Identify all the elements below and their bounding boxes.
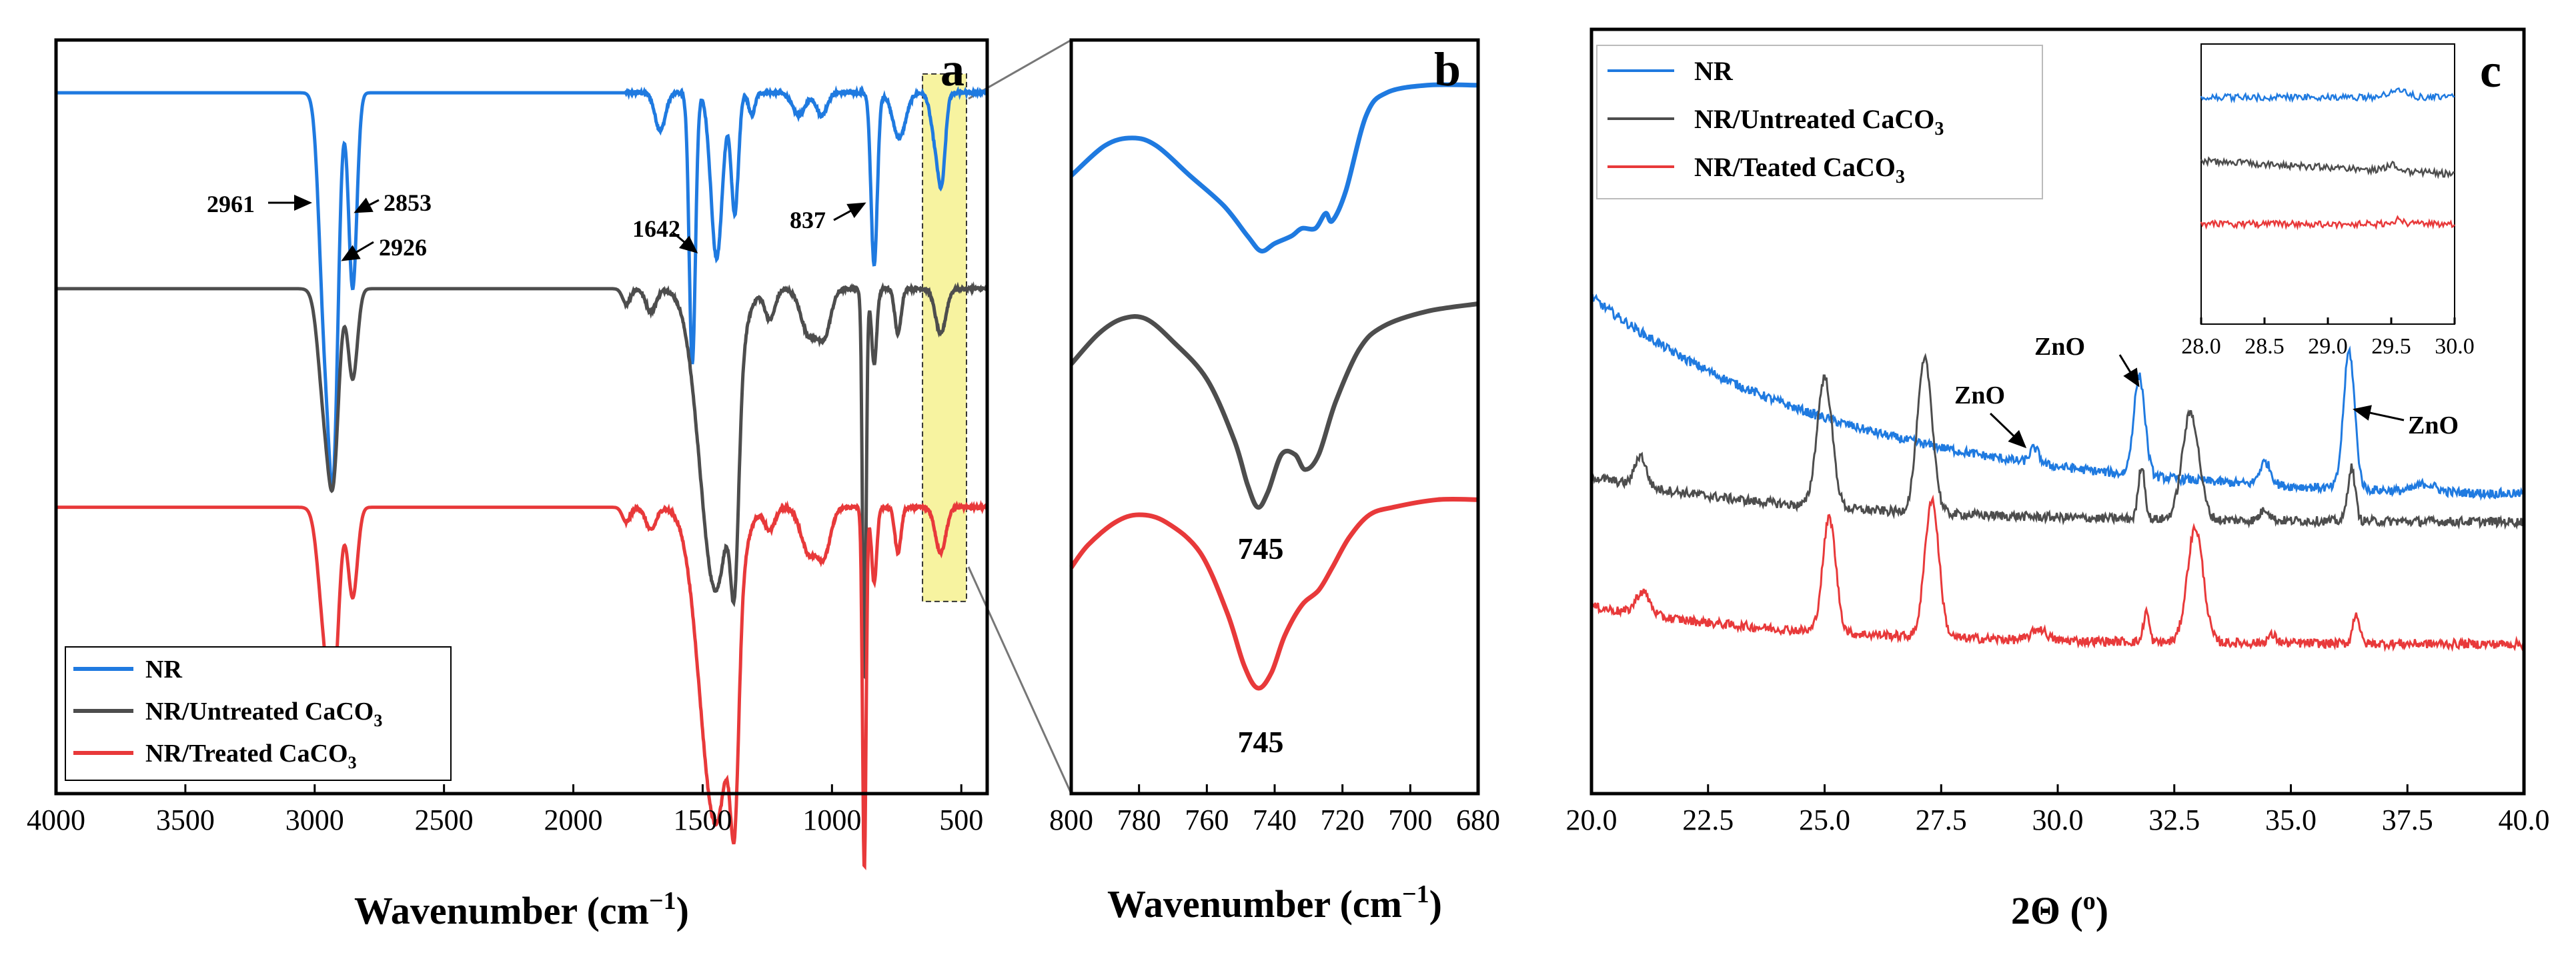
panel-c-x-tick-label-22.5: 22.5: [1682, 804, 1734, 836]
legend-c-label-untreated: NR/Untreated CaCO3: [1694, 104, 1944, 139]
panel-b-x-tick-label-740: 740: [1253, 804, 1297, 836]
panel-a-frame: [54, 38, 989, 796]
panel-c-x-tick-label-27.5: 27.5: [1916, 804, 1967, 836]
panel-c-inset-x-tick-label-29.0: 29.0: [2308, 334, 2348, 359]
panel-a-x-tick-label-1500: 1500: [673, 804, 732, 836]
annotation-arrow-zno-3: [2353, 405, 2405, 421]
panel-a-x-tick-label-3000: 3000: [285, 804, 344, 836]
annotation-arrow-837: [833, 202, 866, 221]
panel-a-x-tick-label-500: 500: [939, 804, 983, 836]
panel-a-x-tick-label-3500: 3500: [156, 804, 215, 836]
annotation-arrow-2853: [354, 197, 380, 213]
panel-c-x-tick-label-35.0: 35.0: [2265, 804, 2317, 836]
panel-b-line-untreated: [1069, 301, 1479, 510]
panel-a-line-nr: [56, 85, 989, 492]
panel-b-x-tick-label-700: 700: [1388, 804, 1432, 836]
panel-a-x-tick-label-4000: 4000: [27, 804, 85, 836]
annotation-2926: 2926: [379, 234, 427, 261]
panel-b-x-tick-label-720: 720: [1321, 804, 1365, 836]
annotation-zno-3: ZnO: [2408, 411, 2459, 439]
panel-c-x-tick-label-40.0: 40.0: [2499, 804, 2550, 836]
annotation-arrow-zno-1: [1989, 412, 2027, 449]
annotation-arrow-zno-2: [2118, 354, 2140, 387]
panel-c-line-nr: [1590, 293, 2525, 502]
panel-a-line-treated: [56, 500, 989, 870]
panel-b-x-axis: 800 780 760 740 720 700 680: [1049, 784, 1500, 836]
legend-label-nr: NR: [145, 656, 182, 684]
panel-c-series: [1590, 293, 2525, 652]
panel-b-frame: [1069, 38, 1480, 796]
panel-b-x-axis-title: Wavenumber (cm−1): [1107, 880, 1442, 926]
panel-a-legend-box: [65, 646, 452, 781]
panel-c-line-untreated: [1590, 353, 2525, 530]
panel-c-x-tick-label-20.0: 20.0: [1566, 804, 1618, 836]
annotation-zno-1: ZnO: [1954, 381, 2005, 409]
panel-c-x-tick-label-30.0: 30.0: [2032, 804, 2084, 836]
annotation-745-untreated: 745: [1238, 532, 1284, 566]
panel-a-legend: NR NR/Untreated CaCO3 NR/Treated CaCO3: [65, 646, 452, 781]
panel-a-x-tick-label-1000: 1000: [802, 804, 861, 836]
panel-c-x-tick-label-37.5: 37.5: [2382, 804, 2433, 836]
legend-label-untreated: NR/Untreated CaCO3: [145, 698, 382, 730]
panel-c-inset-line-treated: [2200, 215, 2455, 231]
annotation-2853: 2853: [384, 189, 432, 216]
panel-c: c ZnO ZnO ZnO NR NR/Untreated CaCO3 NR/T…: [1566, 27, 2550, 932]
panel-b: b 745 745 800 780 760 740 720 700 680 Wavenumb…: [1049, 38, 1500, 926]
legend-c-label-treated: NR/Teated CaCO3: [1694, 152, 1905, 187]
annotation-837: 837: [790, 207, 826, 233]
annotation-2961: 2961: [207, 191, 255, 217]
panel-b-series: [1069, 82, 1479, 691]
zoom-connector-bottom: [967, 566, 1073, 794]
panel-a-line-untreated: [56, 281, 988, 681]
panel-c-annotations: ZnO ZnO ZnO: [1954, 333, 2459, 449]
panel-a-label: a: [940, 43, 964, 96]
panel-b-x-tick-label-760: 760: [1185, 804, 1229, 836]
panel-b-x-tick-label-680: 680: [1456, 804, 1500, 836]
panel-c-inset-x-tick-label-28.0: 28.0: [2181, 334, 2221, 359]
annotation-1642: 1642: [632, 215, 680, 242]
panel-a: a 2961 2853 2926 1642 837 NR NR/Untreate…: [27, 38, 1073, 932]
legend-label-treated: NR/Treated CaCO3: [145, 740, 357, 772]
panel-c-inset-x-tick-label-30.0: 30.0: [2435, 334, 2475, 359]
panel-c-inset-x-tick-label-29.5: 29.5: [2371, 334, 2411, 359]
panel-c-line-treated: [1590, 494, 2525, 652]
panel-b-line-treated: [1069, 496, 1479, 691]
panel-c-inset-x-axis: 28.0 28.5 29.0 29.5 30.0: [2181, 317, 2475, 359]
panel-c-x-tick-label-32.5: 32.5: [2148, 804, 2200, 836]
panel-c-x-axis: 20.0 22.5 25.0 27.5 30.0 32.5 35.0 37.5 40.0: [1566, 784, 2550, 836]
panel-a-x-axis: 4000 3500 3000 2500 2000 1500 1000 500: [27, 784, 983, 836]
panel-c-x-axis-title: 2Θ (o): [2011, 887, 2108, 932]
annotation-zno-2: ZnO: [2034, 333, 2085, 361]
annotation-arrow-1642: [672, 231, 698, 253]
legend-c-label-nr: NR: [1694, 56, 1734, 86]
panel-a-x-tick-label-2000: 2000: [544, 804, 603, 836]
panel-c-inset-line-nr: [2200, 87, 2455, 103]
panel-a-x-axis-title: Wavenumber (cm−1): [354, 887, 689, 932]
panel-c-inset-series: [2200, 87, 2455, 231]
panel-a-annotations: 2961 2853 2926 1642 837: [207, 189, 866, 261]
panel-b-x-tick-label-800: 800: [1049, 804, 1093, 836]
panel-c-inset-frame: [2200, 43, 2455, 325]
panel-c-inset: 28.0 28.5 29.0 29.5 30.0: [2181, 43, 2475, 359]
panel-a-x-tick-label-2500: 2500: [415, 804, 474, 836]
annotation-arrow-2926: [341, 241, 374, 261]
panel-c-inset-x-tick-label-28.5: 28.5: [2244, 334, 2285, 359]
panel-c-legend: NR NR/Untreated CaCO3 NR/Teated CaCO3: [1596, 45, 2043, 199]
panel-b-label: b: [1434, 43, 1461, 96]
annotation-745-treated: 745: [1238, 725, 1284, 759]
panel-a-series: [56, 85, 989, 870]
panel-c-inset-line-untreated: [2200, 156, 2455, 179]
panel-c-x-tick-label-25.0: 25.0: [1799, 804, 1850, 836]
panel-c-label: c: [2480, 44, 2501, 97]
panel-b-line-nr: [1069, 82, 1479, 254]
panel-b-x-tick-label-780: 780: [1117, 804, 1161, 836]
